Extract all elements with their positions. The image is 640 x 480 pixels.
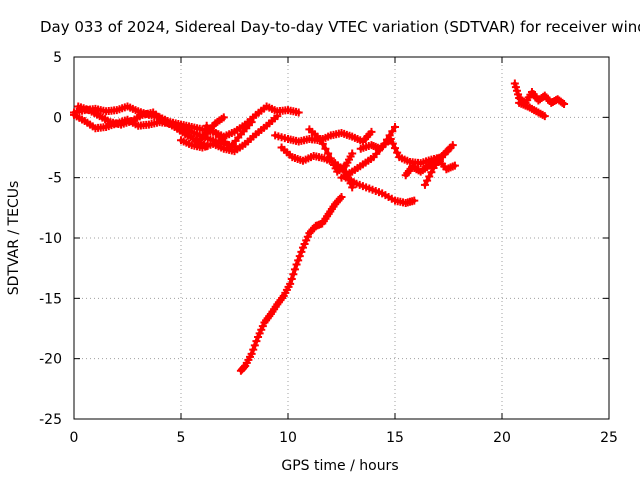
data-point bbox=[388, 139, 397, 148]
x-tick-label: 0 bbox=[70, 430, 79, 446]
data-point bbox=[249, 345, 258, 354]
series-trace-e bbox=[202, 118, 256, 152]
data-point bbox=[290, 265, 299, 274]
data-point bbox=[292, 260, 301, 269]
data-point bbox=[219, 113, 228, 122]
data-point bbox=[247, 118, 256, 127]
series-trace-d bbox=[177, 112, 282, 156]
data-point bbox=[286, 279, 295, 288]
data-point bbox=[427, 168, 436, 177]
series-trace-j bbox=[341, 173, 419, 208]
data-point bbox=[446, 143, 455, 152]
data-point bbox=[420, 180, 429, 189]
grid bbox=[74, 57, 609, 419]
data-point bbox=[295, 252, 304, 261]
chart-title: Day 033 of 2024, Sidereal Day-to-day VTE… bbox=[40, 18, 640, 36]
data-point bbox=[425, 172, 434, 181]
series-trace-p bbox=[510, 79, 569, 109]
data-point bbox=[391, 144, 399, 153]
data-point bbox=[324, 149, 333, 158]
x-tick-label: 25 bbox=[600, 430, 618, 446]
y-tick-label: 5 bbox=[53, 50, 62, 66]
data-point bbox=[294, 256, 303, 265]
series-trace-n bbox=[420, 143, 455, 189]
y-tick-label: 0 bbox=[53, 110, 62, 126]
x-tick-label: 10 bbox=[279, 430, 297, 446]
data-point bbox=[367, 127, 376, 136]
x-axis-label: GPS time / hours bbox=[281, 458, 398, 474]
axis-ticks: 0 5 10 15 20 25 -25 -20 -15 -10 -5 0 5 bbox=[39, 50, 618, 446]
y-axis-label: SDTVAR / TECUs bbox=[6, 181, 22, 296]
y-tick-label: -25 bbox=[39, 412, 62, 428]
y-tick-label: -10 bbox=[39, 231, 62, 247]
x-tick-label: 20 bbox=[493, 430, 511, 446]
data-point bbox=[388, 127, 397, 136]
data-point bbox=[540, 112, 549, 121]
data-point bbox=[247, 349, 256, 358]
series-trace-q bbox=[515, 98, 549, 121]
data-point bbox=[321, 144, 330, 153]
data-point bbox=[294, 108, 303, 117]
data-marks bbox=[70, 79, 569, 375]
series-trace-i bbox=[305, 125, 357, 176]
data-point bbox=[337, 192, 346, 201]
data-point bbox=[273, 112, 282, 121]
data-point bbox=[560, 100, 569, 109]
data-point bbox=[423, 176, 432, 185]
x-tick-label: 5 bbox=[177, 430, 186, 446]
data-point bbox=[240, 363, 249, 372]
data-point bbox=[391, 122, 399, 131]
data-point bbox=[348, 183, 357, 192]
y-tick-label: -20 bbox=[39, 352, 62, 368]
series-trace-o bbox=[236, 192, 346, 375]
y-tick-label: -15 bbox=[39, 291, 62, 307]
data-point bbox=[289, 270, 298, 279]
data-point bbox=[386, 135, 395, 144]
data-point bbox=[252, 337, 261, 346]
data-point bbox=[318, 139, 327, 148]
data-point bbox=[297, 247, 306, 256]
data-point bbox=[558, 98, 567, 107]
data-point bbox=[287, 275, 296, 284]
y-tick-label: -5 bbox=[48, 171, 62, 187]
data-point bbox=[316, 135, 325, 144]
series-trace-f bbox=[194, 113, 228, 146]
data-point bbox=[393, 148, 402, 157]
data-point bbox=[348, 149, 357, 158]
series-trace-c bbox=[74, 102, 211, 151]
data-point bbox=[410, 196, 419, 205]
x-tick-label: 15 bbox=[386, 430, 404, 446]
data-point bbox=[450, 161, 459, 170]
series-trace-g bbox=[271, 127, 376, 146]
data-point bbox=[250, 341, 259, 350]
